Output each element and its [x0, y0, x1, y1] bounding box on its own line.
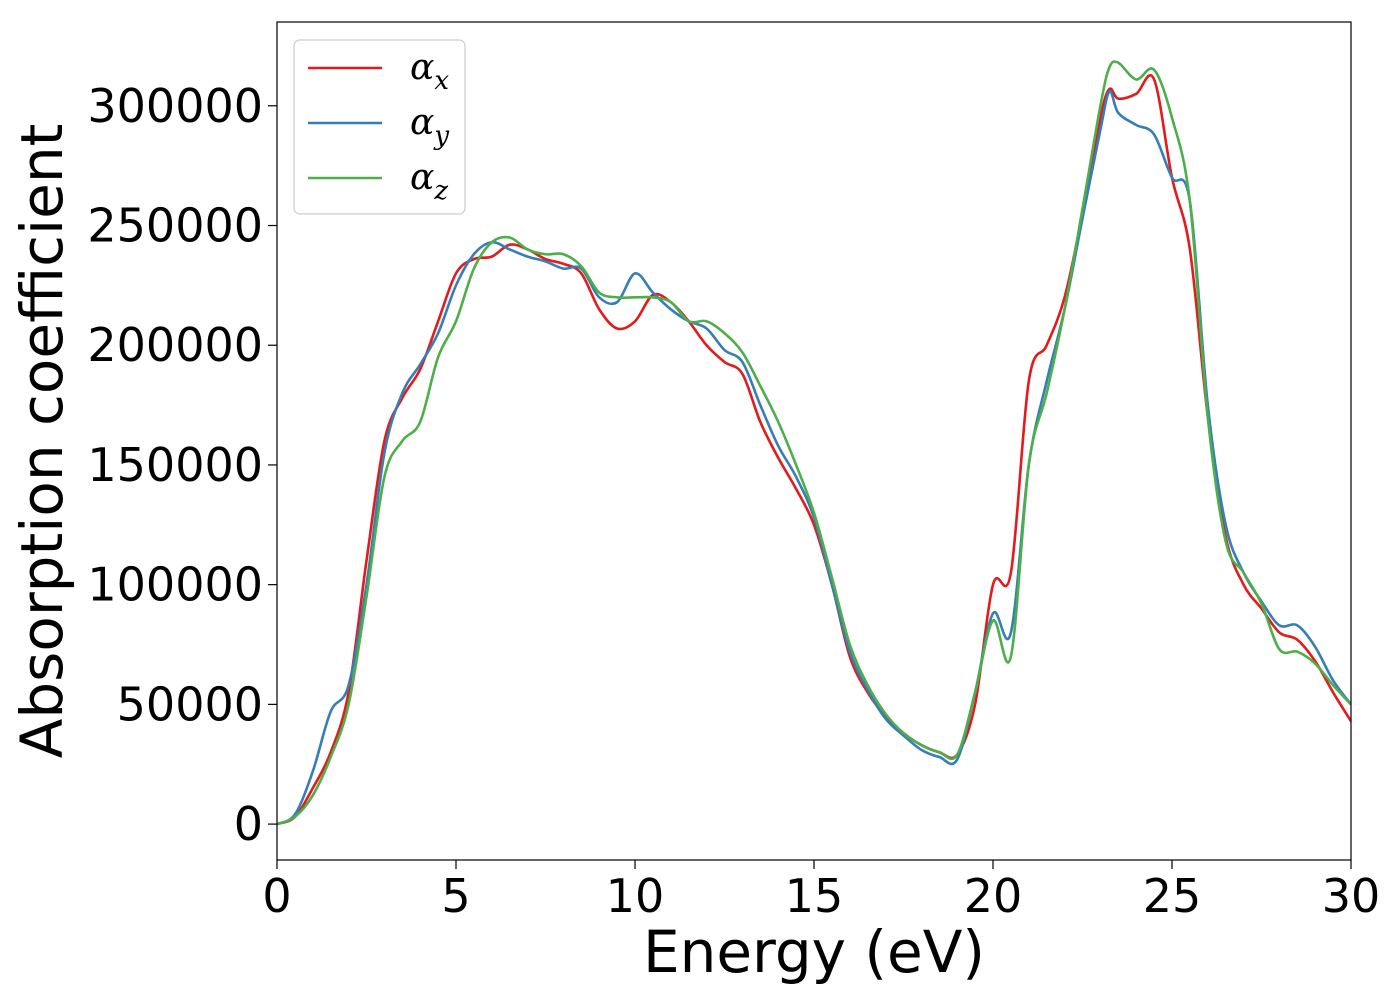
x-tick-label: 30 [1322, 869, 1381, 923]
legend-label-symbol: α [410, 157, 434, 198]
y-axis-title: Absorption coefficient [8, 124, 76, 759]
x-axis-title: Energy (eV) [643, 918, 985, 986]
y-tick-label: 300000 [87, 79, 263, 133]
series-line-alpha-z [277, 60, 1351, 826]
x-tick-label: 0 [262, 869, 291, 923]
legend-label-subscript: x [434, 66, 449, 96]
legend-label-alpha-z: αz [410, 157, 448, 206]
legend-label-alpha-x: αx [410, 47, 449, 96]
legend-label-symbol: α [410, 102, 434, 143]
y-tick-label: 200000 [87, 318, 263, 372]
legend-label-symbol: α [410, 47, 434, 88]
legend-box [293, 39, 466, 215]
series-layer [277, 60, 1351, 826]
y-tick-label: 250000 [87, 199, 263, 253]
legend-label-subscript: z [433, 176, 448, 206]
y-tick-label: 0 [234, 797, 263, 851]
y-tick-label: 100000 [87, 558, 263, 612]
x-tick-label: 10 [606, 869, 665, 923]
y-tick-label: 50000 [117, 677, 263, 731]
x-tick-label: 25 [1143, 869, 1202, 923]
series-line-alpha-y [277, 90, 1351, 826]
x-tick-label: 5 [441, 869, 470, 923]
legend-label-alpha-y: αy [410, 102, 449, 151]
legend-label-subscript: y [433, 121, 449, 151]
x-tick-label: 15 [785, 869, 844, 923]
x-tick-label: 20 [964, 869, 1023, 923]
y-tick-label: 150000 [87, 438, 263, 492]
axes-layer: 0 5 10 15 20 25 30 0 50000 100000 150000 200000 2500… [87, 21, 1381, 923]
